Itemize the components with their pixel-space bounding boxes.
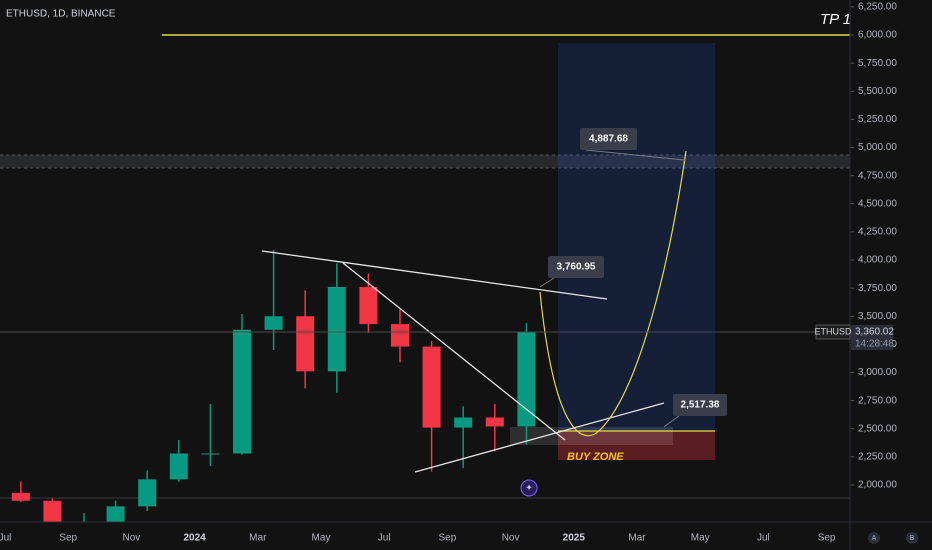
axis-button[interactable] (906, 532, 918, 544)
annotation-pointer (585, 149, 686, 161)
x-tick-label: Jul (757, 533, 770, 544)
candle-body (327, 286, 346, 372)
x-tick-label: Sep (439, 533, 457, 544)
buy-area (510, 427, 673, 445)
trendline (342, 262, 566, 441)
resistance-band (0, 155, 850, 168)
trendline (261, 250, 608, 300)
candle-body (422, 346, 441, 428)
symbol-tag-label: ETHUSD (814, 326, 852, 336)
y-tick-label: 3,500.00 (858, 311, 897, 322)
x-tick-label: May (312, 533, 331, 544)
event-icon (520, 479, 538, 497)
y-tick-label: 6,250.00 (858, 2, 897, 13)
y-tick-label: 5,000.00 (858, 142, 897, 153)
y-tick-label: 4,250.00 (858, 227, 897, 238)
y-tick-label: 3,750.00 (858, 283, 897, 294)
candle-body (517, 331, 536, 427)
y-tick-label: 4,750.00 (858, 170, 897, 181)
y-tick-label: 2,000.00 (858, 480, 897, 491)
price-tag (851, 324, 893, 350)
chart-title: ETHUSD, 1D, BINANCE (6, 9, 116, 20)
candle-body (391, 324, 409, 347)
countdown-label: 14:28:48 (855, 339, 894, 350)
candle-body (106, 506, 125, 522)
price-tag-label: 3,360.02 (855, 327, 894, 338)
annotation-label: 4,887.68 (589, 134, 628, 145)
candle-body (359, 286, 378, 325)
y-tick-label: 2,250.00 (858, 452, 897, 463)
y-tick-label: 3,000.00 (858, 367, 897, 378)
x-tick-label: Mar (249, 533, 267, 544)
x-tick-label: Mar (628, 533, 646, 544)
candle-body (43, 500, 62, 522)
y-tick-label: 5,750.00 (858, 58, 897, 69)
y-tick-label: 2,500.00 (858, 423, 897, 434)
stop-zone (558, 431, 715, 460)
y-tick-label: 6,000.00 (858, 30, 897, 41)
annotation-pointer (539, 277, 555, 288)
x-tick-label: Nov (123, 533, 141, 544)
annotation-box (548, 256, 604, 278)
y-tick-label: 4,500.00 (858, 198, 897, 209)
x-tick-label: Sep (818, 533, 836, 544)
candle-body (138, 479, 157, 507)
tp-label: TP 1 (820, 11, 851, 28)
y-tick-label: 5,250.00 (858, 114, 897, 125)
buy-zone-label: BUY ZONE (567, 451, 624, 463)
axis-button-glyph: B (910, 535, 915, 542)
candle-body (169, 453, 188, 480)
x-tick-label: 2024 (183, 533, 206, 544)
y-tick-label: 2,750.00 (858, 395, 897, 406)
x-tick-label: Sep (59, 533, 77, 544)
candle-body (454, 417, 473, 428)
projection-curve (539, 150, 687, 437)
annotation-label: 2,517.38 (681, 400, 720, 411)
axis-button-glyph: A (872, 535, 877, 542)
symbol-tag (815, 324, 851, 340)
annotation-box (673, 394, 727, 416)
trendline (414, 402, 665, 473)
target-zone (558, 43, 715, 431)
candle-body (264, 316, 283, 330)
x-tick-label: Jul (0, 533, 11, 544)
x-tick-label: Jul (378, 533, 391, 544)
x-tick-label: Nov (502, 533, 520, 544)
x-tick-label: 2025 (563, 533, 586, 544)
annotation-label: 3,760.95 (557, 262, 596, 273)
x-tick-label: May (691, 533, 710, 544)
event-icon-glyph: ✦ (525, 482, 533, 492)
candle-body (296, 316, 315, 372)
axis-button[interactable] (868, 532, 880, 544)
annotation-box (580, 128, 637, 150)
candle-body (201, 453, 220, 455)
y-tick-label: 4,000.00 (858, 255, 897, 266)
candle-body (11, 492, 30, 501)
y-tick-label: 5,500.00 (858, 86, 897, 97)
candle-body (233, 329, 251, 454)
annotation-pointer (663, 415, 680, 428)
candle-body (485, 417, 504, 427)
